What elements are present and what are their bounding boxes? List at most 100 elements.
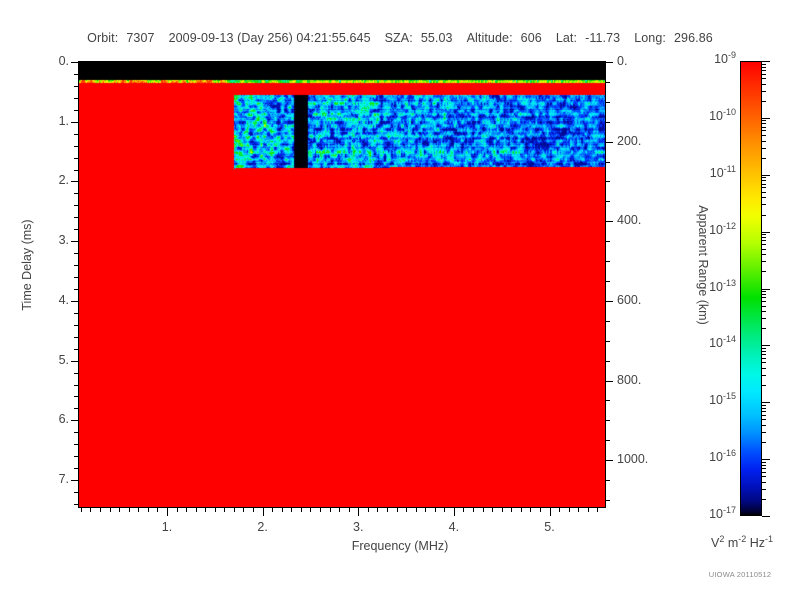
y-left-minor-tick [74,73,78,75]
colorbar-minor-tick [762,158,766,159]
colorbar-major-tick [762,232,770,233]
x-minor-tick [195,508,197,512]
y-left-major-tick [71,62,78,63]
y-left-minor-tick [74,205,78,207]
y-right-minor-tick [606,121,610,123]
y-left-minor-tick [74,432,78,434]
x-minor-tick [530,508,532,512]
colorbar-gradient [740,61,762,516]
colorbar-minor-tick [762,368,766,369]
y-left-minor-tick [74,229,78,231]
x-minor-tick [520,508,522,512]
colorbar-minor-tick [762,215,766,216]
x-minor-tick [310,508,312,512]
y-left-tick-label: 1. [58,113,69,128]
orbit-label: Orbit: [87,31,119,45]
x-minor-tick [100,508,102,512]
x-minor-tick [138,508,140,512]
long-label: Long: [634,31,666,45]
y-right-major-tick [606,460,613,462]
x-minor-tick [291,508,293,512]
colorbar-minor-tick [762,261,766,262]
x-major-tick [166,508,168,516]
colorbar-minor-tick [762,375,766,376]
long-value: 296.86 [673,31,713,45]
x-minor-tick [578,508,580,512]
y-left-minor-tick [74,85,78,87]
header-metadata-line: Orbit: 7307 2009-09-13 (Day 256) 04:21:55.… [0,31,800,45]
radargram-plot-area [78,61,606,508]
colorbar-tick-label: 10-10 [709,106,736,123]
colorbar-minor-tick [762,141,766,142]
colorbar-minor-tick [762,482,766,483]
y-left-minor-tick [74,277,78,279]
y-left-tick-label: 4. [58,292,69,307]
y-right-major-tick [606,62,613,63]
colorbar-minor-tick [762,249,766,250]
colorbar-minor-tick [762,465,766,466]
x-minor-tick [281,508,283,512]
y-left-minor-tick [74,492,78,494]
y-right-tick-label: 600. [617,292,642,307]
x-minor-tick [559,508,561,512]
x-minor-tick [396,508,398,512]
y-left-tick-label: 2. [58,173,69,188]
y-right-tick-label: 200. [617,133,642,148]
y-left-minor-tick [74,157,78,159]
x-minor-tick [233,508,235,512]
x-tick-label: 5. [544,520,555,534]
y-right-major-tick [606,141,613,143]
x-minor-tick [214,508,216,512]
colorbar-minor-tick [762,411,766,412]
colorbar-minor-tick [762,354,766,355]
colorbar-minor-tick [762,306,766,307]
y-right-tick-label: 0. [617,54,628,68]
colorbar-minor-tick [762,180,766,181]
colorbar-tick-label: 10-9 [714,49,736,66]
y-left-minor-tick [74,468,78,470]
y-right-minor-tick [606,420,610,422]
colorbar-units-label: V2 m-2 Hz-1 [710,533,774,550]
colorbar-minor-tick [762,240,766,241]
colorbar-minor-tick [762,130,766,131]
colorbar-minor-tick [762,234,766,235]
x-minor-tick [224,508,226,512]
y-right-minor-tick [606,101,610,103]
x-minor-tick [243,508,245,512]
radargram-heatmap [79,62,605,507]
y-left-major-tick [71,121,78,123]
colorbar-minor-tick [762,135,766,136]
y-left-minor-tick [74,408,78,410]
y-right-minor-tick [606,480,610,482]
colorbar-minor-tick [762,84,766,85]
x-minor-tick [501,508,503,512]
colorbar-minor-tick [762,415,766,416]
lat-label: Lat: [555,31,578,45]
lat-value: -11.73 [585,31,621,45]
colorbar-minor-tick [762,120,766,121]
sza-label: SZA: [384,31,413,45]
colorbar-minor-tick [762,408,766,409]
y-right-minor-tick [606,440,610,442]
y-right-minor-tick [606,281,610,283]
x-major-tick [549,508,551,516]
colorbar-minor-tick [762,271,766,272]
x-minor-tick [386,508,388,512]
x-minor-tick [176,508,178,512]
colorbar-minor-tick [762,405,766,406]
colorbar-minor-tick [762,472,766,473]
x-minor-tick [434,508,436,512]
x-minor-tick [492,508,494,512]
y-left-minor-tick [74,444,78,446]
y-left-minor-tick [74,193,78,195]
x-minor-tick [482,508,484,512]
colorbar-minor-tick [762,462,766,463]
x-axis-title: Frequency (MHz) [351,539,449,553]
y-right-minor-tick [606,181,610,183]
y-axis-right-title: Apparent Range (km) [696,205,710,325]
colorbar-minor-tick [762,67,766,68]
colorbar [740,61,762,516]
y-left-minor-tick [74,312,78,314]
y-left-major-tick [71,241,78,243]
y-right-minor-tick [606,360,610,362]
